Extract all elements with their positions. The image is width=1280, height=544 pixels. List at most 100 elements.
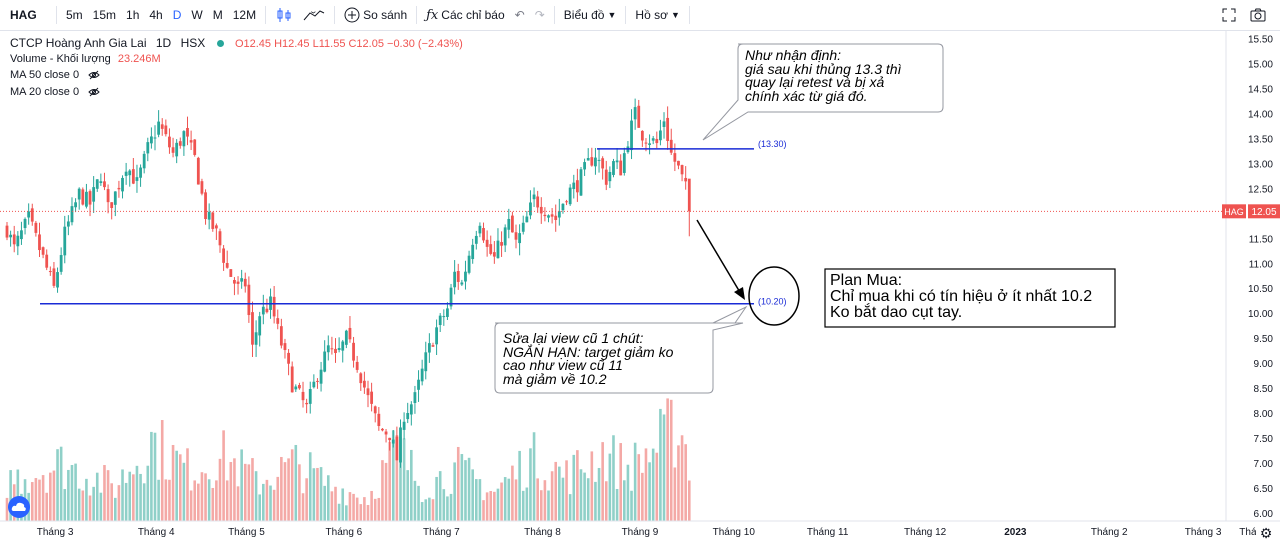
toolbar-divider bbox=[553, 6, 555, 24]
candle-body bbox=[222, 248, 225, 263]
interval-15m[interactable]: 15m bbox=[92, 8, 117, 22]
ma20-legend[interactable]: MA 20 close 0 bbox=[10, 86, 100, 98]
volume-bar bbox=[52, 470, 56, 521]
undo-button[interactable]: ↶ bbox=[510, 8, 530, 22]
candle-body bbox=[673, 153, 677, 162]
profile-menu-button[interactable]: Hồ sơ ▼ bbox=[630, 8, 684, 22]
volume-bar bbox=[687, 480, 691, 521]
volume-bar bbox=[677, 445, 680, 521]
undo-icon: ↶ bbox=[514, 8, 525, 22]
volume-bar bbox=[583, 472, 586, 521]
eye-hidden-icon[interactable] bbox=[88, 70, 100, 80]
chart-menu-button[interactable]: Biểu đồ ▼ bbox=[559, 8, 622, 22]
interval-m[interactable]: M bbox=[212, 8, 223, 22]
volume-bar bbox=[341, 488, 345, 521]
volume-bar bbox=[316, 467, 319, 521]
candle-body bbox=[326, 345, 330, 353]
volume-bar bbox=[601, 442, 604, 521]
volume-bar bbox=[518, 450, 521, 521]
volume-bar bbox=[283, 462, 287, 521]
candle-body bbox=[290, 366, 294, 393]
volume-bar bbox=[280, 456, 283, 521]
candle-body bbox=[139, 167, 142, 178]
candle-body bbox=[178, 141, 182, 146]
ma50-legend[interactable]: MA 50 close 0 bbox=[10, 69, 100, 81]
candle-body bbox=[189, 140, 193, 143]
volume-bar bbox=[301, 493, 305, 521]
candle-body bbox=[77, 188, 81, 200]
candle-body bbox=[442, 316, 446, 318]
volume-bar bbox=[366, 504, 370, 521]
volume-bar bbox=[619, 443, 622, 521]
candle-body bbox=[359, 373, 363, 384]
volume-bar bbox=[673, 467, 677, 521]
candle-body bbox=[150, 136, 153, 144]
symbol-search[interactable]: HAG bbox=[10, 8, 37, 22]
volume-bar bbox=[16, 469, 20, 521]
volume-bar bbox=[684, 444, 687, 521]
interval-4h[interactable]: 4h bbox=[149, 8, 163, 22]
candle-body bbox=[254, 332, 258, 345]
candle-body bbox=[153, 137, 157, 139]
fullscreen-icon[interactable] bbox=[1222, 8, 1236, 22]
interval-12m[interactable]: 12M bbox=[232, 8, 257, 22]
candle-body bbox=[547, 215, 550, 218]
interval-1h[interactable]: 1h bbox=[126, 8, 140, 22]
candle-body bbox=[66, 221, 70, 227]
candle-body bbox=[186, 127, 189, 137]
volume-bar bbox=[56, 449, 59, 521]
candle-body bbox=[500, 242, 503, 246]
callout-bottom-text[interactable]: Sửa lại view cũ 1 chút: NGẮN HẠN: target… bbox=[503, 330, 674, 387]
candles-icon bbox=[277, 8, 291, 22]
price-tick-label: 15.00 bbox=[1248, 59, 1273, 70]
volume-bar bbox=[142, 483, 146, 521]
volume-bar bbox=[49, 472, 52, 521]
price-tick-label: 13.00 bbox=[1248, 159, 1273, 170]
candle-body bbox=[99, 181, 103, 184]
candle-body bbox=[236, 281, 240, 284]
price-tick-label: 6.50 bbox=[1254, 484, 1274, 495]
time-tick-label: Tháng 8 bbox=[524, 527, 561, 538]
candle-body bbox=[81, 189, 85, 205]
candle-body bbox=[316, 380, 319, 382]
compare-button[interactable]: So sánh bbox=[339, 7, 412, 23]
interval-d[interactable]: D bbox=[172, 8, 182, 22]
volume-bar bbox=[406, 470, 410, 521]
volume-bar bbox=[438, 471, 442, 521]
interval-5m[interactable]: 5m bbox=[66, 8, 83, 22]
volume-bar bbox=[189, 490, 193, 521]
candle-body bbox=[456, 271, 460, 282]
snapshot-icon[interactable] bbox=[1250, 8, 1266, 22]
volume-bar bbox=[305, 478, 308, 521]
price-tick-label: 8.00 bbox=[1254, 409, 1274, 420]
interval-w[interactable]: W bbox=[191, 8, 203, 22]
volume-bar bbox=[38, 479, 41, 521]
chart-style-button[interactable] bbox=[270, 7, 298, 23]
time-tick-label: Tháng 10 bbox=[713, 527, 756, 538]
plan-text[interactable]: Plan Mua: Chỉ mua khi có tín hiệu ở ít n… bbox=[830, 272, 1093, 321]
candle-body bbox=[251, 312, 254, 345]
redo-button[interactable]: ↷ bbox=[530, 8, 550, 22]
candle-body bbox=[568, 187, 572, 205]
candle-body bbox=[381, 428, 384, 431]
eye-hidden-icon[interactable] bbox=[88, 87, 100, 97]
line-style-button[interactable] bbox=[298, 8, 330, 22]
market-status-dot bbox=[216, 39, 224, 47]
candle-body bbox=[164, 125, 168, 135]
candle-body bbox=[52, 268, 56, 286]
price-tick-label: 7.00 bbox=[1254, 459, 1274, 470]
indicators-button[interactable]: ƒx Các chỉ báo bbox=[421, 8, 510, 23]
volume-bar bbox=[543, 480, 547, 521]
candle-body bbox=[265, 308, 269, 313]
volume-bar bbox=[482, 500, 485, 521]
volume-bar bbox=[326, 475, 330, 521]
tradingview-logo[interactable] bbox=[8, 496, 30, 518]
price-tick-label: 10.00 bbox=[1248, 309, 1273, 320]
time-tick-label: Tháng 3 bbox=[37, 527, 74, 538]
callout-top-text[interactable]: Như nhận định: giá sau khi thủng 13.3 th… bbox=[745, 47, 902, 104]
time-tick-label: Tháng 4 bbox=[138, 527, 175, 538]
fx-icon: ƒx bbox=[426, 7, 439, 23]
time-tick-label: Tháng 3 bbox=[1185, 527, 1222, 538]
candle-body bbox=[630, 120, 633, 151]
volume-bar bbox=[623, 480, 626, 521]
